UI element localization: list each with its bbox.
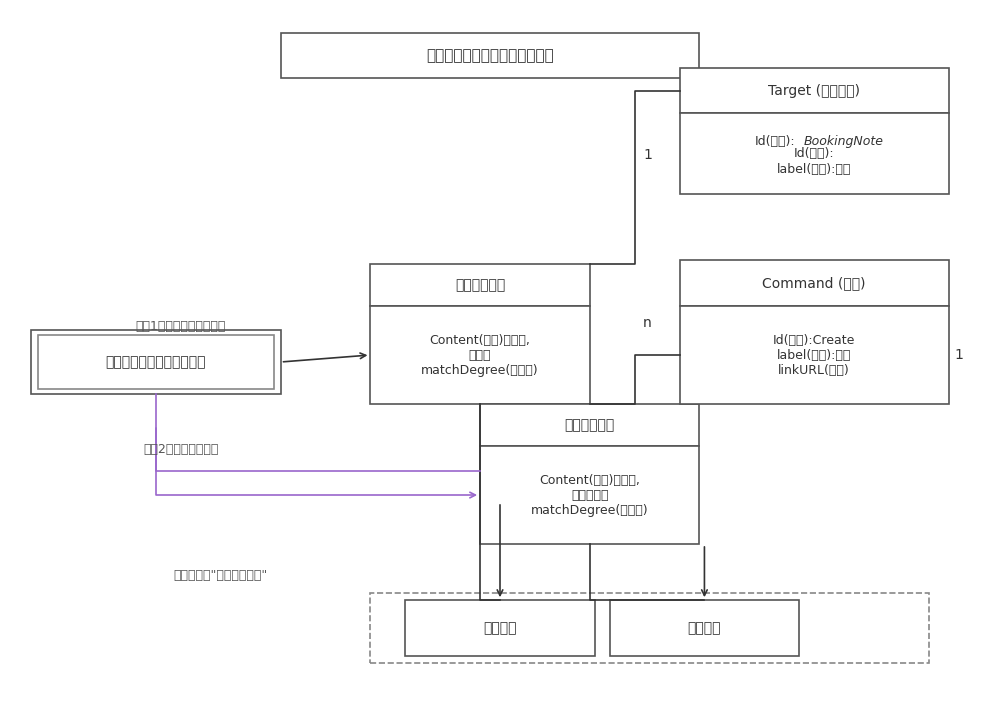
Text: 返回参数："初级响应指令": 返回参数："初级响应指令" [174,569,268,582]
Text: 目标资源、命令资源的语义匹配: 目标资源、命令资源的语义匹配 [426,49,554,63]
Text: 初级响应节点: 初级响应节点 [565,418,615,432]
Text: 步骤2：命令匹配成功: 步骤2：命令匹配成功 [143,443,219,456]
FancyBboxPatch shape [31,330,281,394]
Text: Id(编号):: Id(编号): [794,147,834,160]
FancyBboxPatch shape [680,306,949,404]
FancyBboxPatch shape [370,264,590,306]
Text: BookingNote: BookingNote [804,135,884,148]
FancyBboxPatch shape [610,600,799,656]
Text: n: n [643,316,652,330]
Text: 初级响应节点: 初级响应节点 [455,278,505,292]
Text: Id(编号):: Id(编号): [754,135,795,148]
Text: 创建运单发货方为百事可乐: 创建运单发货方为百事可乐 [106,355,206,369]
FancyBboxPatch shape [680,113,949,194]
Text: Command (命令): Command (命令) [762,276,866,290]
FancyBboxPatch shape [281,33,699,79]
Text: label(文本):运单: label(文本):运单 [777,163,851,176]
Text: Id(编号):Create
label(文本):新建
linkURL(链接): Id(编号):Create label(文本):新建 linkURL(链接) [773,333,855,377]
Text: 命令资源: 命令资源 [688,621,721,635]
FancyBboxPatch shape [480,404,699,446]
FancyBboxPatch shape [680,261,949,306]
Text: 1: 1 [643,148,652,162]
Text: 步骤1：目标资源匹配成功: 步骤1：目标资源匹配成功 [136,321,226,333]
Text: Target (指令目标): Target (指令目标) [768,84,860,98]
FancyBboxPatch shape [480,446,699,544]
Text: Content(内容)：创建,
新建，新增
matchDegree(匹配度): Content(内容)：创建, 新建，新增 matchDegree(匹配度) [531,474,649,517]
Text: 1: 1 [954,348,963,362]
Text: Content(内容)：运单,
充运单
matchDegree(匹配度): Content(内容)：运单, 充运单 matchDegree(匹配度) [421,333,539,377]
FancyBboxPatch shape [680,68,949,113]
FancyBboxPatch shape [405,600,595,656]
Text: 目标资源: 目标资源 [483,621,517,635]
FancyBboxPatch shape [370,306,590,404]
